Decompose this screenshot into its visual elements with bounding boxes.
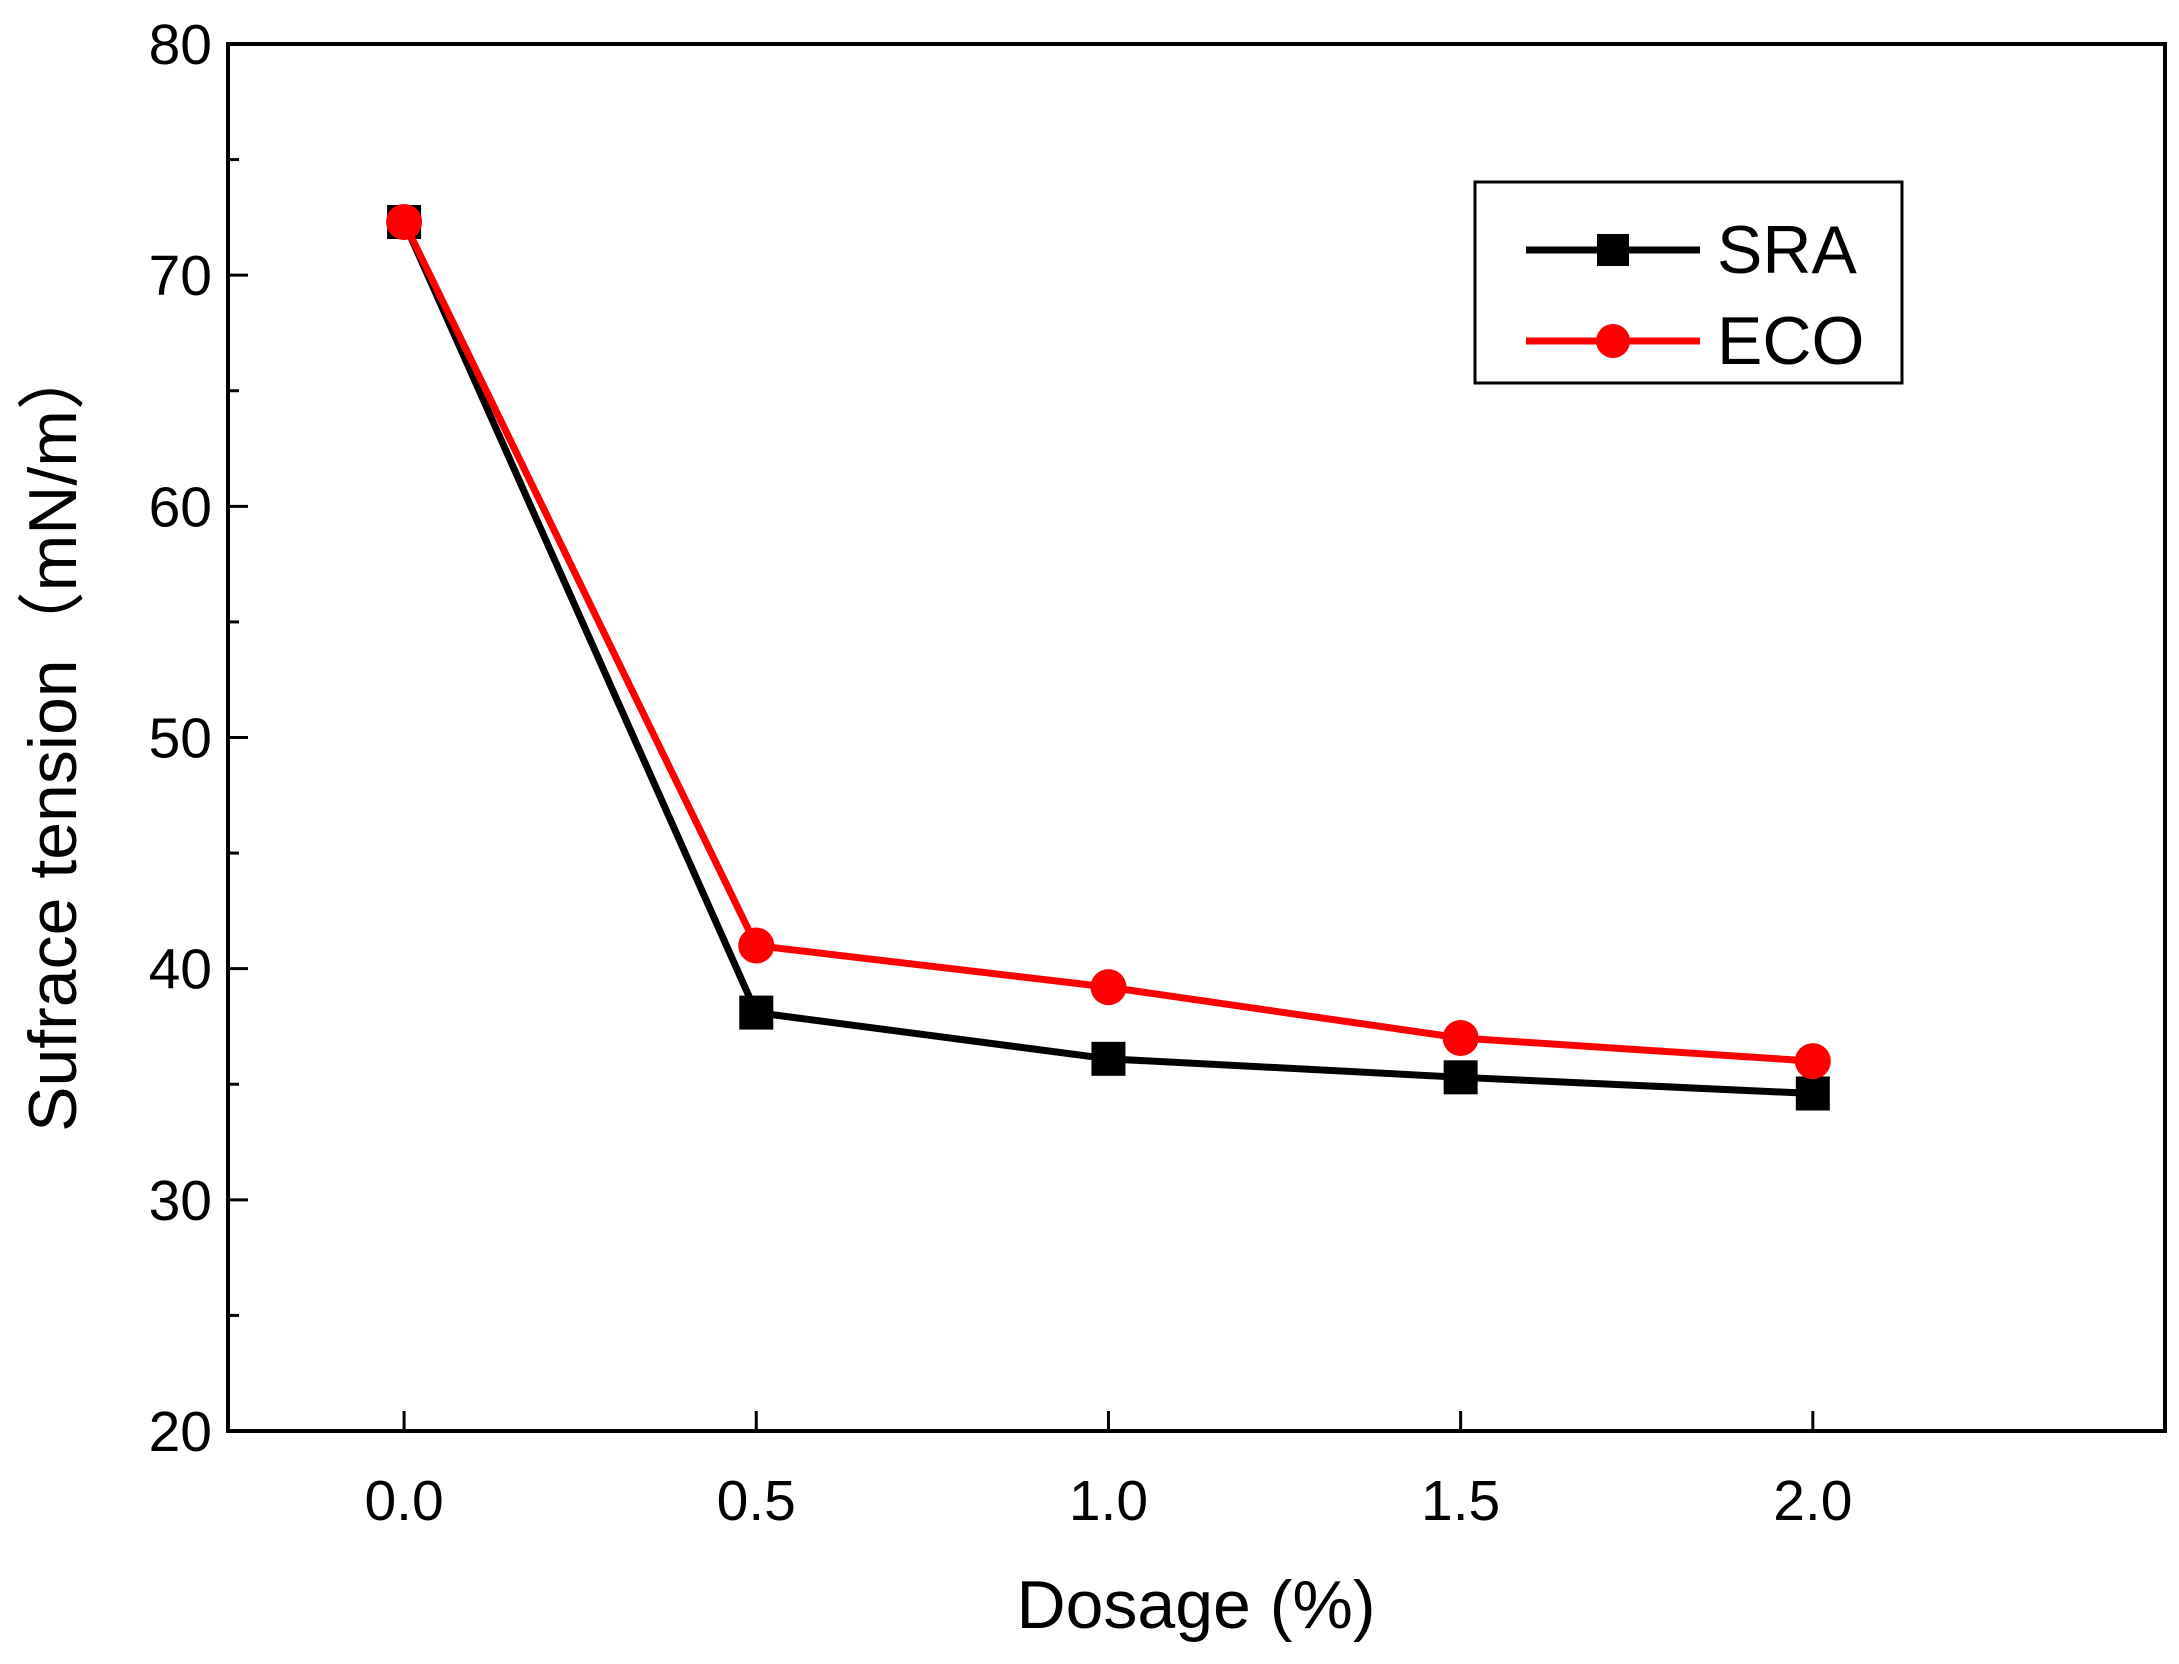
point-eco bbox=[738, 927, 775, 964]
point-sra bbox=[1091, 1041, 1126, 1076]
legend-marker-eco bbox=[1596, 324, 1630, 358]
legend-label-sra: SRA bbox=[1717, 212, 1857, 288]
point-sra bbox=[1795, 1076, 1830, 1111]
point-sra bbox=[739, 995, 774, 1030]
y-tick-label: 80 bbox=[149, 13, 212, 77]
y-tick-label: 60 bbox=[149, 475, 212, 539]
y-tick-label: 40 bbox=[149, 938, 212, 1002]
x-axis-title: Dosage (%) bbox=[1016, 1567, 1375, 1643]
y-tick-label: 20 bbox=[149, 1400, 212, 1464]
legend: SRA ECO bbox=[1473, 180, 1904, 385]
legend-box bbox=[1473, 180, 1904, 385]
x-tick-label: 0.0 bbox=[364, 1469, 443, 1533]
x-tick-label: 1.5 bbox=[1421, 1469, 1500, 1533]
point-eco bbox=[386, 203, 423, 240]
point-sra bbox=[1443, 1060, 1478, 1095]
point-eco bbox=[1090, 969, 1127, 1006]
y-tick-label: 70 bbox=[149, 244, 212, 308]
legend-marker-sra bbox=[1597, 234, 1629, 266]
legend-label-eco: ECO bbox=[1717, 303, 1864, 379]
series-layer bbox=[386, 203, 1831, 1111]
axis-ticks: 20 30 40 50 60 70 80 0.0 0.5 1.0 1.5 2.0 bbox=[149, 13, 1853, 1533]
point-eco bbox=[1442, 1020, 1479, 1057]
y-axis-title: Sufrace tension（mN/m） bbox=[15, 342, 91, 1132]
y-tick-label: 50 bbox=[149, 707, 212, 771]
x-tick-label: 2.0 bbox=[1773, 1469, 1852, 1533]
x-tick-label: 1.0 bbox=[1069, 1469, 1148, 1533]
point-eco bbox=[1794, 1043, 1831, 1080]
y-tick-label: 30 bbox=[149, 1169, 212, 1233]
x-tick-label: 0.5 bbox=[717, 1469, 796, 1533]
